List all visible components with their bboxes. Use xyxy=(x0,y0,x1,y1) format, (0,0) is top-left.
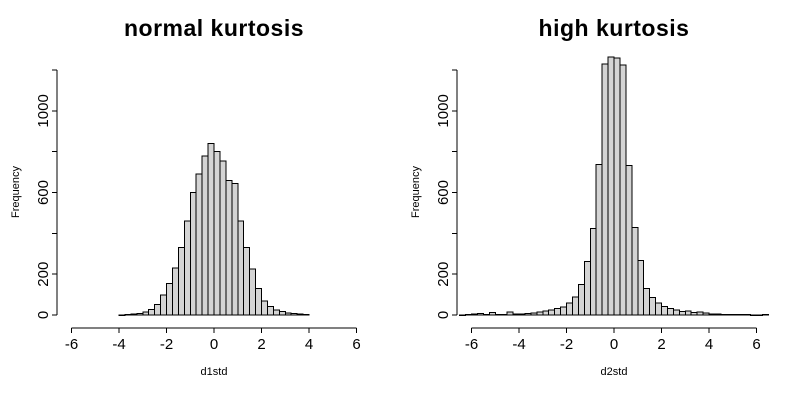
histogram-panel-right: -6 -4 -2 0 2 4 6 0 200 600 1000 high kurtosis d2st… xyxy=(400,0,800,400)
histogram-bar xyxy=(542,310,550,316)
histogram-bar xyxy=(655,302,662,316)
y-tick-label: 0 xyxy=(35,311,52,319)
histogram-bar xyxy=(207,143,215,316)
histogram-bar xyxy=(148,308,156,316)
x-tick-label: 4 xyxy=(305,336,313,353)
y-tick-label: 0 xyxy=(435,311,452,319)
x-tick-label: -2 xyxy=(160,336,173,353)
histogram-bar xyxy=(684,310,692,316)
histogram-bar xyxy=(625,165,633,316)
chart-title-right: high kurtosis xyxy=(538,15,690,41)
histogram-bar xyxy=(213,151,221,316)
histogram-bar xyxy=(243,247,251,316)
histogram-bar xyxy=(607,56,615,316)
histogram-bar xyxy=(571,296,579,316)
x-tick-label: -4 xyxy=(112,336,125,353)
histogram-bar xyxy=(595,164,603,316)
y-axis-label-left: Frequency xyxy=(10,166,22,218)
histogram-bar xyxy=(272,309,280,316)
x-tick-label: 0 xyxy=(610,336,618,353)
histogram-bar xyxy=(166,282,173,316)
histogram-bar xyxy=(201,155,209,316)
x-axis-label-left: d1std xyxy=(200,366,228,378)
x-tick-label: 2 xyxy=(657,336,665,353)
histogram-bar xyxy=(231,182,239,316)
y-tick-label: 1000 xyxy=(435,94,452,127)
histogram-bar xyxy=(601,63,609,316)
histogram-bar xyxy=(643,287,651,316)
histogram-bar xyxy=(219,160,227,316)
histogram-bar xyxy=(160,294,167,316)
histogram-bar xyxy=(583,260,591,316)
histogram-bar xyxy=(589,228,597,316)
histogram-bar xyxy=(261,300,268,316)
x-tick-label: -4 xyxy=(512,336,525,353)
y-tick-label: 600 xyxy=(435,180,452,205)
histogram-bar xyxy=(154,303,162,316)
x-axis-label-right: d2std xyxy=(600,366,628,378)
histogram-bar xyxy=(672,309,680,316)
histogram-bar xyxy=(566,302,573,316)
histogram-bar xyxy=(266,305,274,316)
histogram-right-chart: -6 -4 -2 0 2 4 6 0 200 600 1000 xyxy=(435,56,769,353)
y-tick-label: 200 xyxy=(35,262,52,287)
y-tick-label: 600 xyxy=(35,180,52,205)
histogram-bar xyxy=(649,297,657,316)
histogram-bar xyxy=(548,309,556,316)
x-tick-label: -6 xyxy=(65,336,78,353)
histogram-bar xyxy=(560,306,567,316)
histogram-bar xyxy=(225,179,233,316)
histogram-bar xyxy=(249,268,257,316)
y-tick-label: 1000 xyxy=(35,94,52,127)
histogram-bar xyxy=(613,57,621,316)
histogram-bar xyxy=(577,283,585,316)
histogram-panel-left: -6 -4 -2 0 2 4 6 0 200 600 1000 normal kurtosis d1… xyxy=(10,15,361,378)
x-tick-label: 0 xyxy=(210,336,218,353)
chart-title-left: normal kurtosis xyxy=(123,15,305,41)
histogram-bar xyxy=(255,287,262,316)
x-tick-label: 2 xyxy=(257,336,265,353)
y-tick-label: 200 xyxy=(435,262,452,287)
x-tick-label: -2 xyxy=(560,336,573,353)
histogram-bar xyxy=(661,305,668,316)
histogram-bar xyxy=(237,220,245,316)
histogram-bar xyxy=(637,259,645,316)
x-tick-label: 4 xyxy=(705,336,713,353)
histogram-bar xyxy=(189,192,197,316)
y-axis-label-right: Frequency xyxy=(410,166,422,218)
histogram-bar xyxy=(666,307,674,316)
histogram-bar xyxy=(183,220,191,316)
histogram-bar xyxy=(171,267,179,316)
histogram-bar xyxy=(554,308,562,316)
histogram-bar xyxy=(619,64,627,316)
histogram-bar xyxy=(195,173,203,316)
histogram-bar xyxy=(177,247,185,316)
x-tick-label: -6 xyxy=(465,336,478,353)
x-tick-label: 6 xyxy=(352,336,360,353)
histogram-bar xyxy=(631,227,639,316)
x-tick-label: 6 xyxy=(752,336,760,353)
histogram-left-chart: -6 -4 -2 0 2 4 6 0 200 600 1000 xyxy=(35,69,361,353)
